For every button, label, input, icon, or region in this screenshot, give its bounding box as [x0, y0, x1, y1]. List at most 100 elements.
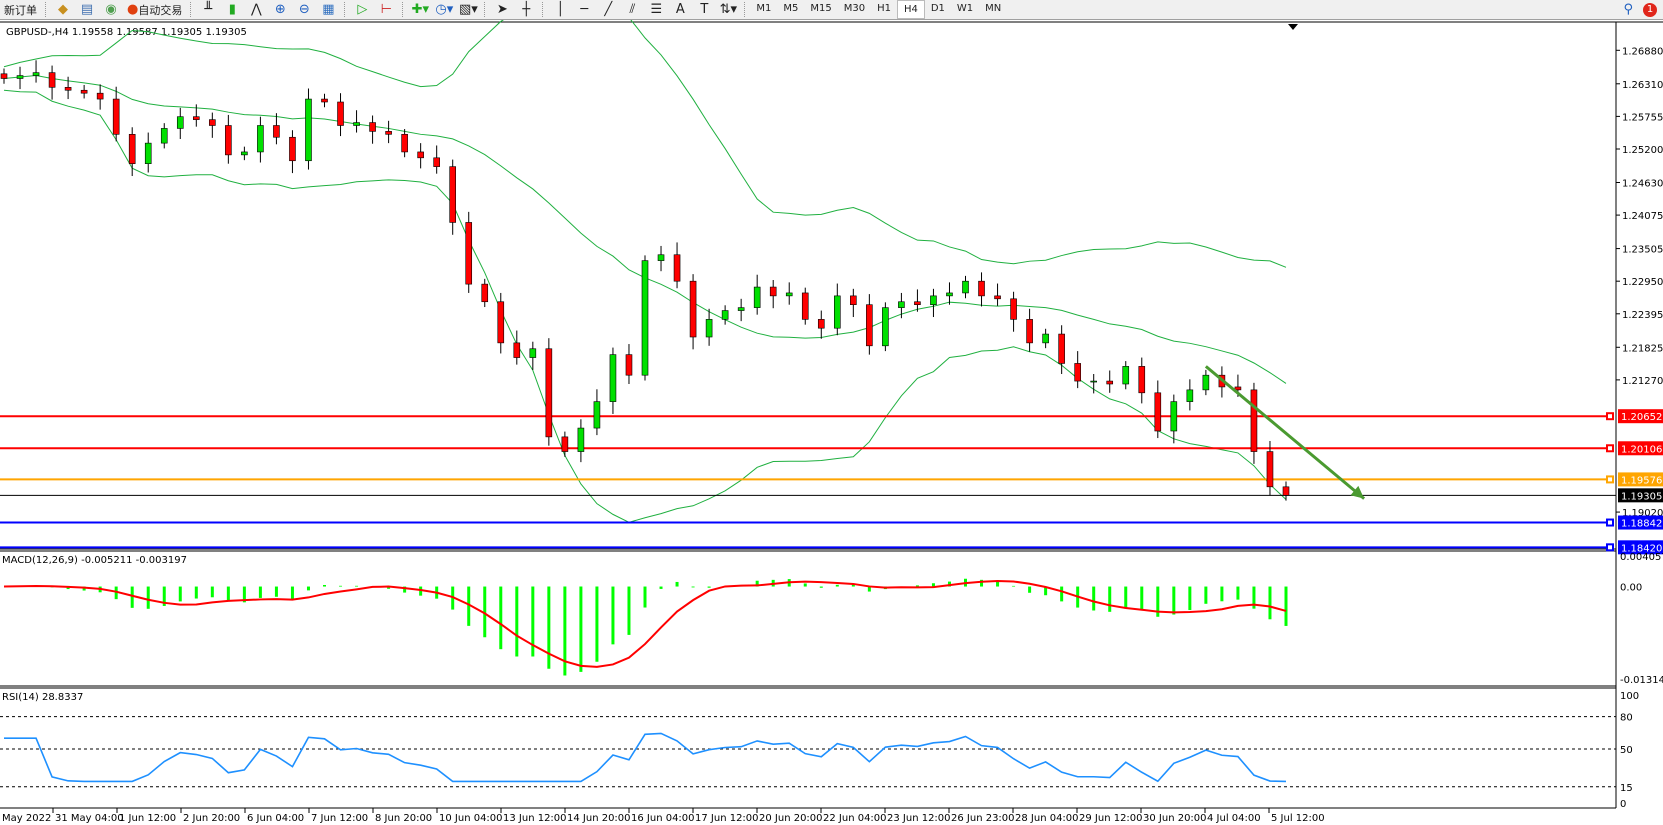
candle-body: [48, 72, 56, 88]
periods-icon[interactable]: ◷▾: [435, 2, 454, 17]
candle-body: [80, 89, 88, 94]
toolbar-separator: [45, 2, 47, 17]
arrows-icon[interactable]: ⇅▾: [719, 2, 738, 17]
market-watch-icon[interactable]: ◆: [58, 2, 68, 17]
timeframe-w1[interactable]: W1: [956, 3, 974, 14]
time-tick-label: May 2022: [2, 813, 51, 824]
macd-tick-label: 0.004057: [1620, 552, 1663, 563]
tile-windows-icon[interactable]: ▦: [322, 2, 335, 17]
candle-body: [817, 319, 825, 329]
trendline-icon[interactable]: ╱: [604, 2, 613, 17]
level-handle: [1606, 412, 1614, 421]
candle-body: [1138, 366, 1146, 394]
candle-body: [946, 292, 953, 297]
timeframe-m30[interactable]: M30: [843, 3, 866, 14]
rsi-label: RSI(14) 28.8337: [2, 692, 83, 703]
chart-shift-icon[interactable]: ⊢: [380, 2, 392, 17]
fibonacci-icon[interactable]: ☰: [650, 2, 663, 17]
text-icon[interactable]: A: [675, 2, 685, 17]
time-tick-label: 16 Jun 04:00: [631, 813, 695, 824]
vertical-line-icon[interactable]: │: [556, 2, 565, 17]
candle-body: [1154, 392, 1162, 432]
indicators-icon[interactable]: ✚▾: [411, 2, 430, 17]
candle-body: [1090, 380, 1097, 383]
timeframe-m1[interactable]: M1: [756, 3, 772, 14]
line-chart-icon[interactable]: ⋀: [251, 2, 262, 17]
level-price-label: 1.19576: [1621, 475, 1662, 486]
candle-body: [32, 72, 40, 76]
price-tick-label: 1.25200: [1622, 145, 1663, 156]
auto-trading-button[interactable]: ● 自动交易: [123, 1, 186, 18]
level-price-tag: [1618, 441, 1663, 456]
time-tick-label: 17 Jun 12:00: [695, 813, 759, 824]
level-handle: [1606, 475, 1614, 484]
candle-body: [1106, 380, 1114, 385]
signal-icon[interactable]: ◉: [105, 2, 117, 17]
candle-body: [273, 125, 280, 138]
candle-body: [1170, 401, 1178, 432]
zoom-out-icon[interactable]: ⊖: [298, 2, 310, 17]
auto-trading-label: 自动交易: [138, 3, 183, 17]
price-tick-label: 1.21825: [1622, 343, 1663, 354]
candle-icon[interactable]: ▮: [228, 2, 236, 17]
level-price-label: 1.20652: [1621, 412, 1662, 423]
candle-body: [369, 122, 376, 132]
candle-body: [737, 307, 745, 311]
candle-body: [225, 125, 232, 156]
candle-body: [385, 131, 392, 135]
equidistant-channel-icon[interactable]: ⫽: [629, 2, 636, 17]
cursor-icon[interactable]: ➤: [496, 2, 508, 17]
notification-badge[interactable]: 1: [1643, 2, 1657, 17]
timeframe-h1[interactable]: H1: [877, 3, 891, 14]
time-tick-label: 28 Jun 04:00: [1015, 813, 1079, 824]
level-price-tag: [1618, 409, 1663, 424]
price-tick-label: 1.26880: [1622, 46, 1663, 57]
new-order-button[interactable]: 新订单: [0, 1, 41, 18]
candle-body: [609, 354, 617, 402]
zoom-in-icon[interactable]: ⊕: [274, 2, 286, 17]
candle-body: [529, 348, 537, 358]
search-icon[interactable]: ⚲: [1623, 2, 1633, 17]
timeframe-m5[interactable]: M5: [783, 3, 799, 14]
text-label-icon[interactable]: T: [700, 2, 709, 17]
candle-body: [577, 427, 585, 452]
time-tick-label: 22 Jun 04:00: [823, 813, 887, 824]
candle-body: [1042, 333, 1049, 344]
candle-body: [401, 134, 408, 153]
bollinger-upper: [3, 0, 1287, 268]
timeframe-h4[interactable]: H4: [896, 0, 925, 19]
candle-body: [160, 128, 168, 144]
horizontal-line-icon[interactable]: ─: [580, 2, 589, 17]
candle-body: [866, 304, 873, 347]
navigator-icon[interactable]: ▤: [80, 2, 94, 17]
candle-body: [1010, 298, 1017, 320]
candle-body: [882, 307, 889, 347]
timeframe-m15[interactable]: M15: [810, 3, 832, 14]
time-tick-label: 4 Jul 04:00: [1207, 813, 1261, 824]
time-tick-label: 23 Jun 12:00: [887, 813, 951, 824]
symbol-info: GBPUSD-,H4 1.19558 1.19587 1.19305 1.193…: [6, 27, 247, 38]
candle-body: [673, 254, 681, 282]
rsi-tick-label: 50: [1620, 745, 1633, 756]
candle-body: [625, 354, 633, 376]
time-tick-label: 2 Jun 20:00: [183, 813, 240, 824]
price-tick-label: 1.23505: [1622, 245, 1663, 256]
autoscroll-icon[interactable]: ▷: [357, 2, 368, 17]
candle-body: [305, 98, 312, 162]
bar-chart-icon[interactable]: ╨: [204, 2, 213, 17]
timeframe-d1[interactable]: D1: [930, 3, 945, 14]
candle-body: [593, 401, 601, 429]
candle-body: [801, 292, 809, 320]
price-tick-label: 1.22950: [1622, 277, 1663, 288]
templates-icon[interactable]: ▧▾: [458, 2, 478, 17]
candle-body: [449, 166, 457, 223]
timeframe-mn[interactable]: MN: [985, 3, 1002, 14]
candle-body: [785, 292, 793, 297]
candle-body: [176, 116, 184, 129]
bid-price-tag: [1618, 488, 1663, 503]
time-tick-label: 8 Jun 20:00: [375, 813, 432, 824]
candle-body: [978, 280, 985, 297]
crosshair-icon[interactable]: ┼: [522, 2, 531, 17]
candle-body: [1234, 386, 1242, 391]
